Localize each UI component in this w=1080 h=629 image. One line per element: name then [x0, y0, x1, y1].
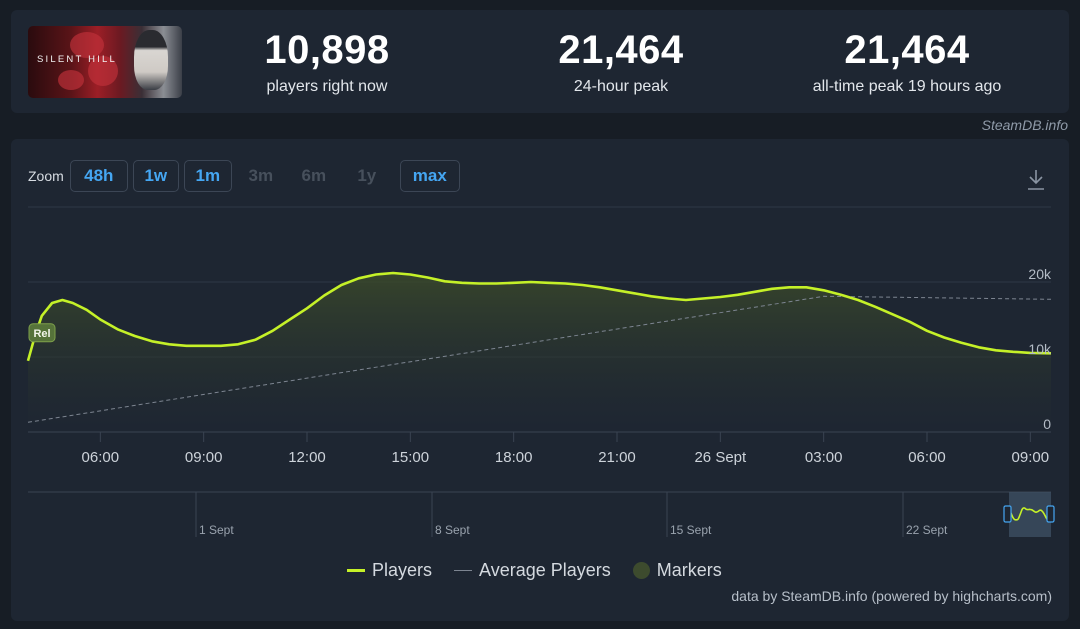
legend-average[interactable]: Average Players	[454, 560, 611, 581]
chart-legend: Players Average Players Markers	[347, 559, 744, 581]
x-tick-label-0: 06:00	[82, 449, 120, 466]
day-peak-stat: 21,464 24-hour peak	[511, 28, 731, 98]
legend-markers-label: Markers	[656, 559, 722, 580]
zoom-6m-button: 6m	[301, 166, 327, 185]
x-tick-label-7: 03:00	[805, 449, 843, 466]
y-tick-label-20k: 20k	[1028, 266, 1052, 282]
marker-0	[28, 323, 56, 343]
day-peak-label: 24-hour peak	[573, 78, 669, 95]
navigator-label-0: 1 Sept	[199, 523, 234, 537]
navigator-handle-left	[1003, 505, 1012, 523]
zoom-1w-button[interactable]: 1w	[132, 160, 179, 192]
chart-source[interactable]: data by SteamDB.info (powered by highcha…	[731, 588, 1052, 604]
legend-players-label: Players	[372, 559, 433, 580]
players-line	[26, 271, 1052, 362]
players-area	[28, 273, 1051, 432]
current-players-label: players right now	[266, 78, 388, 95]
chart-panel: 06:00 09:00 12:00 15:00 18:00 21:00 26 Sept 03:…	[11, 139, 1069, 621]
zoom-max-button[interactable]: max	[399, 160, 460, 192]
navigator-label-2: 15 Sept	[670, 523, 712, 537]
zoom-3m-button: 3m	[248, 166, 274, 185]
average-line-swatch	[454, 569, 473, 571]
y-tick-label-10k: 10k	[1028, 341, 1052, 357]
game-logo-text: SILENT HILL	[37, 54, 117, 65]
zoom-label: Zoom	[28, 168, 64, 184]
navigator-players-line	[1008, 507, 1052, 523]
x-tick-label-9: 09:00	[1012, 449, 1050, 466]
players-line-swatch	[347, 568, 365, 572]
average-players-line	[27, 295, 1052, 423]
y-tick-label-0: 0	[1043, 416, 1051, 432]
zoom-48h-button[interactable]: 48h	[69, 160, 128, 192]
navigator-label-1: 8 Sept	[435, 523, 470, 537]
markers-swatch	[632, 561, 650, 579]
zoom-controls: Zoom 48h 1w 1m 3m 6m 1y max	[28, 160, 465, 192]
x-tick-label-6: 26 Sept	[694, 449, 747, 466]
legend-average-label: Average Players	[479, 559, 611, 580]
day-peak-value: 21,464	[558, 28, 684, 72]
current-players-value: 10,898	[264, 28, 390, 72]
character-portrait	[134, 30, 168, 90]
x-tick-label-1: 09:00	[185, 449, 223, 466]
zoom-1m-button[interactable]: 1m	[183, 160, 232, 192]
x-tick-label-2: 12:00	[288, 449, 326, 466]
all-time-peak-value: 21,464	[844, 28, 970, 72]
download-icon[interactable]	[1026, 169, 1046, 191]
legend-markers[interactable]: Markers	[632, 559, 722, 581]
all-time-peak-stat: 21,464 all-time peak 19 hours ago	[787, 28, 1027, 98]
x-tick-label-5: 21:00	[598, 449, 636, 466]
navigator-handle-right	[1046, 505, 1055, 523]
x-tick-label-4: 18:00	[495, 449, 533, 466]
steamdb-credit[interactable]: SteamDB.info	[981, 117, 1068, 133]
zoom-1y-button: 1y	[357, 166, 377, 185]
marker-label-0: Rel	[33, 328, 50, 340]
x-tick-label-8: 06:00	[908, 449, 946, 466]
navigator-label-3: 22 Sept	[906, 523, 948, 537]
stats-header: SILENT HILL 10,898 players right now 21,…	[11, 10, 1069, 113]
legend-players[interactable]: Players	[347, 560, 432, 581]
all-time-peak-label: all-time peak 19 hours ago	[812, 78, 1002, 95]
player-chart: 06:00 09:00 12:00 15:00 18:00 21:00 26 Sept 03:…	[26, 206, 1055, 537]
x-tick-label-3: 15:00	[392, 449, 430, 466]
game-header-image[interactable]: SILENT HILL	[28, 26, 182, 98]
current-players-stat: 10,898 players right now	[217, 28, 437, 98]
